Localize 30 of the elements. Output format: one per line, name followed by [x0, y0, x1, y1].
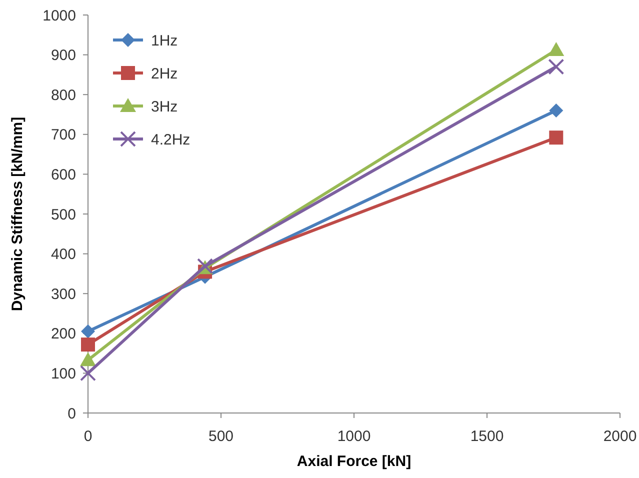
y-tick-label: 900	[50, 47, 76, 64]
x-tick-label: 1500	[470, 428, 504, 445]
y-tick-label: 100	[50, 365, 76, 382]
y-tick-label: 400	[50, 246, 76, 264]
point	[549, 130, 564, 145]
point	[549, 104, 564, 118]
legend-label: 2Hz	[151, 65, 178, 82]
x-tick-label: 2000	[603, 428, 637, 445]
point	[80, 365, 96, 382]
y-tick-label: 300	[50, 286, 76, 303]
x-axis-title: Axial Force [kN]	[296, 453, 412, 470]
y-tick-label: 600	[50, 166, 76, 184]
x-tick-label: 1000	[337, 428, 371, 445]
legend-label: 1Hz	[151, 32, 178, 50]
point	[81, 338, 95, 352]
point	[81, 324, 95, 338]
legend-label: 4.2Hz	[151, 131, 190, 148]
x-tick-label: 0	[84, 428, 92, 445]
y-tick-label: 0	[68, 405, 76, 422]
x-tick-label: 500	[208, 428, 234, 445]
y-axis-title: Dynamic Stiffness [kN/mm]	[9, 116, 26, 312]
point	[548, 42, 564, 56]
y-tick-label: 800	[50, 86, 76, 104]
y-tick-label: 700	[50, 126, 76, 144]
y-tick-label: 1000	[42, 7, 76, 24]
y-tick-label: 200	[50, 326, 76, 343]
legend-label: 3Hz	[151, 98, 178, 116]
point	[548, 58, 564, 75]
point	[80, 352, 96, 366]
y-tick-label: 500	[50, 206, 76, 224]
